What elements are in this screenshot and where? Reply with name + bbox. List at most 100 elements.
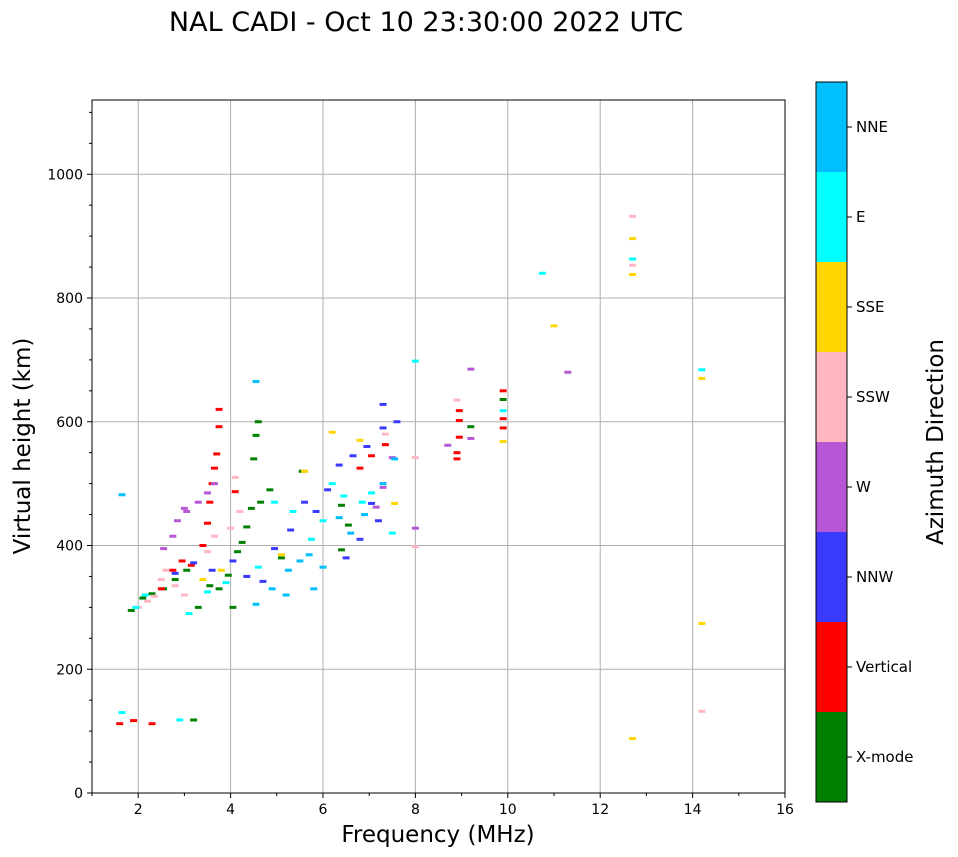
- data-point-vertical: [215, 425, 223, 429]
- data-point-nnw: [190, 561, 198, 565]
- data-point-ssw: [204, 550, 211, 554]
- data-point-vertical: [499, 426, 507, 430]
- data-point-x-mode: [238, 540, 246, 544]
- data-point-ssw: [629, 214, 637, 218]
- colorbar-tick-label: X-mode: [856, 748, 913, 766]
- data-point-e: [271, 500, 278, 504]
- data-point-x-mode: [252, 433, 260, 437]
- data-point-sse: [629, 237, 637, 241]
- data-point-nnw: [335, 463, 343, 467]
- y-tick-label: 400: [56, 539, 83, 555]
- y-tick-label: 1000: [47, 167, 83, 183]
- colorbar-swatch-w: [816, 442, 847, 532]
- data-point-nnw: [356, 537, 364, 541]
- data-point-e: [698, 368, 706, 372]
- data-point-vertical: [206, 500, 214, 504]
- x-tick-label: 10: [499, 802, 517, 818]
- data-point-nne: [319, 565, 327, 569]
- data-point-vertical: [204, 521, 211, 525]
- data-point-nne: [347, 531, 355, 535]
- data-point-x-mode: [243, 525, 251, 529]
- x-tick-label: 12: [591, 802, 609, 818]
- data-point-x-mode: [250, 457, 258, 461]
- colorbar-swatch-nnw: [816, 532, 847, 622]
- data-point-x-mode: [206, 584, 214, 588]
- data-point-nnw: [287, 528, 295, 532]
- data-point-e: [388, 531, 396, 535]
- data-point-nne: [282, 593, 290, 597]
- data-point-nnw: [243, 574, 251, 578]
- data-point-nne: [391, 457, 399, 461]
- data-point-vertical: [130, 719, 138, 723]
- data-point-vertical: [499, 417, 507, 421]
- data-point-vertical: [199, 544, 207, 547]
- data-point-vertical: [116, 722, 124, 726]
- data-point-w: [160, 547, 168, 551]
- data-point-ssw: [236, 509, 244, 513]
- data-point-sse: [301, 469, 308, 473]
- data-point-e: [118, 711, 126, 715]
- data-point-w: [183, 509, 191, 513]
- data-point-vertical: [187, 563, 195, 567]
- data-point-nne: [305, 553, 313, 557]
- data-point-vertical: [210, 466, 218, 470]
- data-point-sse: [391, 501, 399, 505]
- data-point-ssw: [180, 593, 188, 597]
- data-point-ssw: [210, 534, 218, 538]
- data-point-x-mode: [338, 503, 345, 507]
- data-point-x-mode: [148, 592, 156, 596]
- data-point-x-mode: [257, 500, 265, 504]
- data-point-vertical: [499, 389, 507, 393]
- colorbar-tick-label: Vertical: [856, 658, 912, 676]
- data-point-w: [194, 500, 202, 504]
- data-point-e: [132, 605, 140, 609]
- data-point-e: [319, 519, 327, 523]
- data-point-nne: [335, 516, 343, 520]
- colorbar-swatch-vertical: [816, 622, 847, 712]
- y-tick-label: 800: [56, 291, 83, 307]
- data-point-x-mode: [277, 556, 285, 560]
- colorbar: X-mode Vertical NNW W SSW SSE E NNE: [815, 81, 913, 803]
- data-point-sse: [499, 440, 507, 444]
- data-point-w: [564, 370, 572, 374]
- data-point-nne: [310, 587, 318, 591]
- data-point-nne: [268, 587, 276, 591]
- data-point-sse: [199, 578, 207, 582]
- data-point-vertical: [215, 407, 223, 411]
- data-point-x-mode: [499, 397, 507, 401]
- data-point-vertical: [455, 419, 463, 423]
- data-point-nnw: [301, 500, 308, 504]
- data-point-nnw: [393, 420, 401, 424]
- colorbar-tick-label: SSW: [856, 388, 890, 406]
- data-point-e: [222, 581, 230, 585]
- y-tick-label: 600: [56, 415, 83, 431]
- data-point-sse: [356, 438, 364, 442]
- data-point-x-mode: [215, 587, 223, 591]
- data-point-sse: [277, 553, 285, 557]
- data-points: [116, 214, 706, 741]
- data-point-w: [204, 491, 211, 495]
- data-point-nnw: [271, 547, 278, 551]
- data-point-e: [176, 718, 184, 722]
- x-axis-label: Frequency (MHz): [341, 822, 534, 848]
- data-point-sse: [629, 272, 637, 276]
- data-point-nnw: [342, 556, 350, 560]
- data-point-x-mode: [127, 608, 135, 612]
- colorbar-frame: [815, 81, 848, 803]
- data-point-nne: [284, 568, 292, 572]
- data-point-w: [444, 443, 452, 447]
- data-point-ssw: [698, 709, 706, 713]
- data-point-x-mode: [224, 573, 232, 577]
- data-point-ssw: [381, 432, 389, 436]
- data-point-e: [254, 565, 262, 569]
- x-tick-label: 8: [411, 802, 420, 818]
- data-point-nne: [379, 482, 387, 486]
- data-point-nnw: [368, 501, 375, 505]
- data-point-ssw: [150, 594, 158, 598]
- data-point-w: [467, 367, 475, 371]
- data-point-nne: [252, 602, 260, 606]
- data-point-x-mode: [344, 523, 352, 527]
- data-point-sse: [550, 324, 558, 328]
- data-point-ssw: [629, 263, 637, 267]
